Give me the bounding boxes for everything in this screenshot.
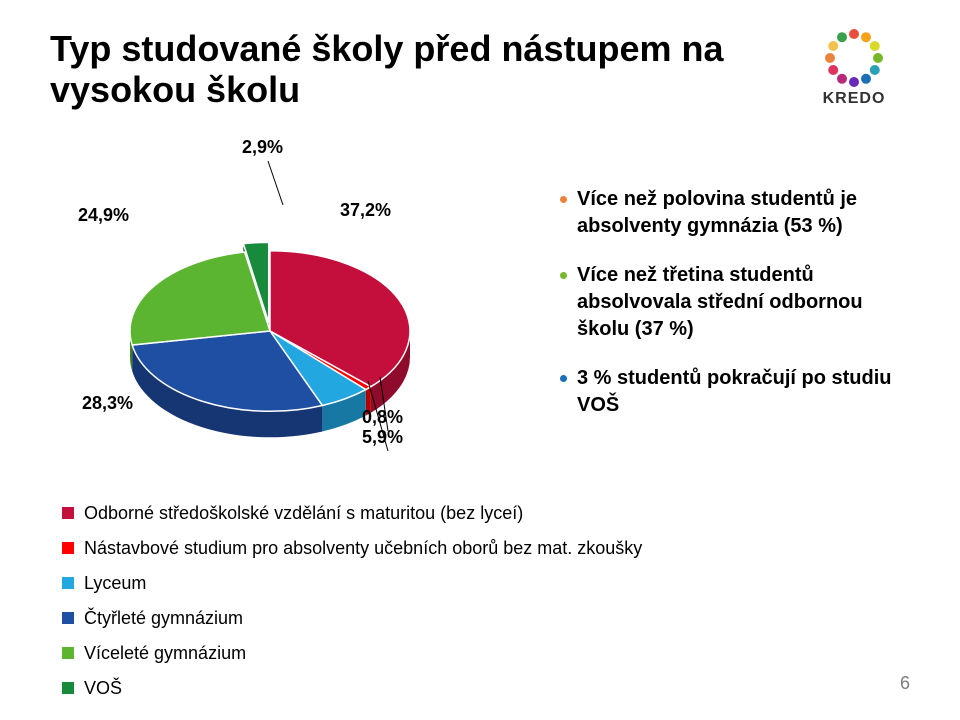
- legend-item: Nástavbové studium pro absolventy učební…: [62, 538, 910, 559]
- bullet-text: Více než polovina studentů je absolventy…: [577, 186, 900, 240]
- legend: Odborné středoškolské vzdělání s maturit…: [62, 503, 910, 699]
- legend-swatch: [62, 542, 74, 554]
- bullet-item: Více než polovina studentů je absolventy…: [560, 186, 900, 240]
- legend-swatch: [62, 507, 74, 519]
- bullet-item: 3 % studentů pokračují po studiu VOŠ: [560, 365, 900, 419]
- bullet-list: Více než polovina studentů je absolventy…: [560, 186, 900, 441]
- legend-swatch: [62, 612, 74, 624]
- bullet-text: 3 % studentů pokračují po studiu VOŠ: [577, 365, 900, 419]
- bullet-dot-icon: [560, 196, 567, 203]
- bullet-dot-icon: [560, 272, 567, 279]
- pie-pct-label: 0,8%: [362, 407, 403, 427]
- pie-pct-label: 28,3%: [82, 393, 133, 413]
- legend-label: Víceleté gymnázium: [84, 643, 246, 664]
- page-title: Typ studované školy před nástupem na vys…: [50, 28, 730, 111]
- legend-swatch: [62, 647, 74, 659]
- content-row: 37,2%0,8%5,9%28,3%24,9%2,9% Více než pol…: [50, 131, 910, 491]
- bullet-text: Více než třetina studentů absolvovala st…: [577, 262, 900, 343]
- pie-svg: 37,2%0,8%5,9%28,3%24,9%2,9%: [50, 131, 520, 491]
- pie-pct-label: 2,9%: [242, 137, 283, 157]
- legend-item: Lyceum: [62, 573, 910, 594]
- pie-chart: 37,2%0,8%5,9%28,3%24,9%2,9%: [50, 131, 520, 491]
- legend-label: Lyceum: [84, 573, 146, 594]
- logo-text: KREDO: [794, 90, 914, 108]
- pie-pct-label: 24,9%: [78, 205, 129, 225]
- page-number: 6: [900, 673, 910, 694]
- legend-label: Nástavbové studium pro absolventy učební…: [84, 538, 642, 559]
- bullet-item: Více než třetina studentů absolvovala st…: [560, 262, 900, 343]
- footer-dots: [50, 680, 870, 686]
- legend-swatch: [62, 577, 74, 589]
- kredo-logo: KREDO: [794, 26, 914, 108]
- legend-label: Čtyřleté gymnázium: [84, 608, 243, 629]
- pie-pct-label: 37,2%: [340, 200, 391, 220]
- legend-item: Odborné středoškolské vzdělání s maturit…: [62, 503, 910, 524]
- legend-item: Víceleté gymnázium: [62, 643, 910, 664]
- bullet-dot-icon: [560, 375, 567, 382]
- legend-item: Čtyřleté gymnázium: [62, 608, 910, 629]
- legend-label: Odborné středoškolské vzdělání s maturit…: [84, 503, 523, 524]
- slide: Typ studované školy před nástupem na vys…: [0, 0, 960, 720]
- logo-dots-icon: [819, 26, 889, 88]
